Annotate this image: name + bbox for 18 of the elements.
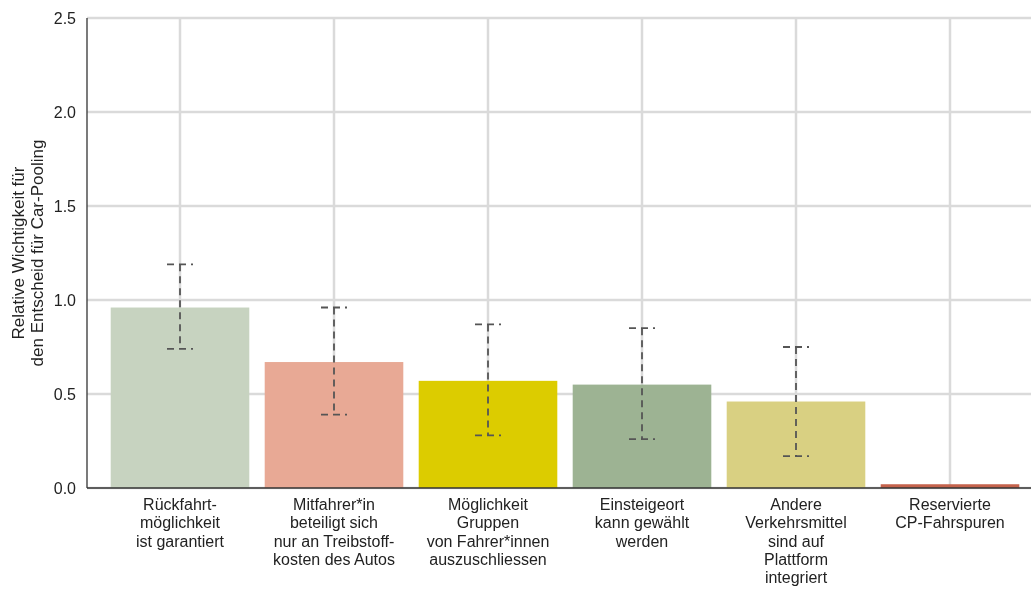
x-tick-label: Rückfahrt- möglichkeit ist garantiert (135, 496, 225, 550)
bar (264, 362, 404, 488)
bar (726, 401, 866, 488)
x-tick-label: Möglichkeit Gruppen von Fahrer*innen auszuschliessen (426, 496, 550, 568)
x-tick-label: Andere Verkehrsmittel sind auf Plattform integriert (745, 496, 847, 587)
x-tick-label: Mitfahrer*in beteiligt sich nur an Treibstoff- kosten des Autos (273, 496, 395, 568)
bar (110, 307, 250, 488)
y-axis-title: Relative Wichtigkeit für den Entscheid für Car-Pooling (9, 139, 47, 367)
y-tick-label: 0.0 (53, 479, 77, 497)
bar (572, 384, 712, 488)
y-tick-label: 0.5 (53, 385, 77, 403)
y-tick-label: 1.5 (53, 197, 77, 215)
y-tick-label: 2.5 (53, 9, 77, 27)
x-tick-label: Einsteigeort kann gewählt werden (594, 496, 690, 550)
x-tick-label: Reservierte CP-Fahrspuren (895, 496, 1005, 532)
y-tick-label: 1.0 (53, 291, 77, 309)
bar (418, 380, 558, 488)
y-tick-label: 2.0 (53, 103, 77, 121)
